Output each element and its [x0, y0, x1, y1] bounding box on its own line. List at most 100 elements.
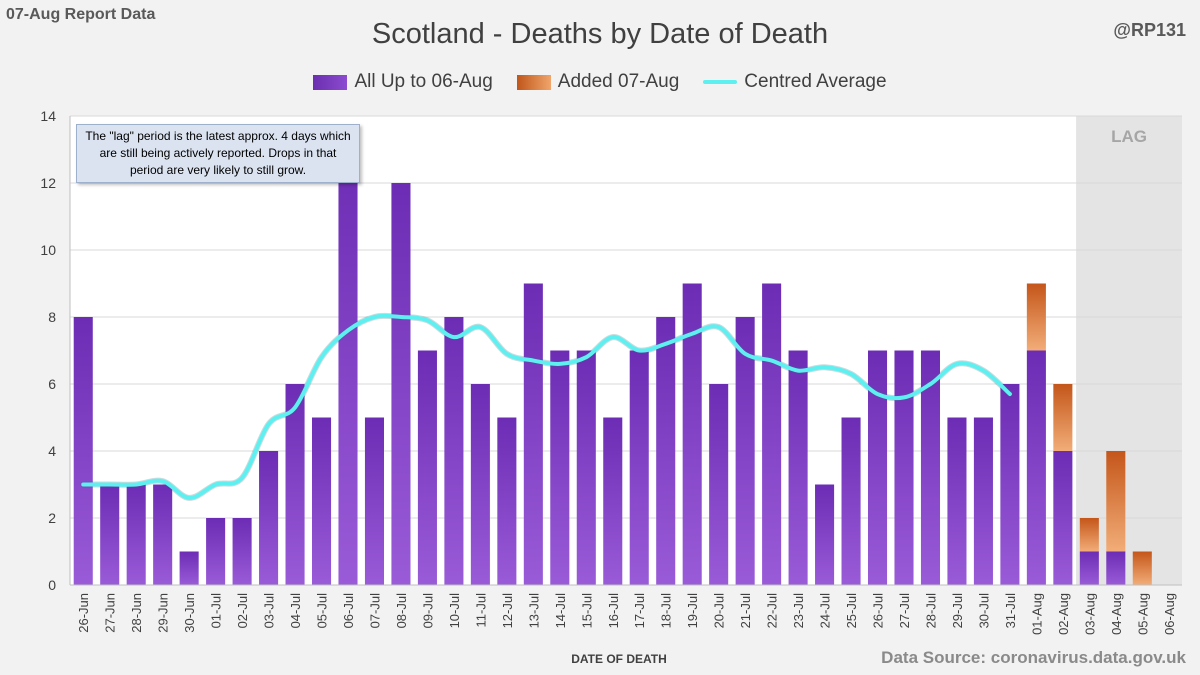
- y-tick-label: 4: [48, 443, 56, 459]
- bar-added: [1106, 451, 1126, 552]
- x-tick-label: 22-Jul: [765, 593, 780, 629]
- x-tick-label: 11-Jul: [473, 593, 488, 628]
- legend-swatch-added: [516, 74, 551, 90]
- bar-base: [656, 317, 676, 585]
- x-tick-label: 05-Jul: [315, 593, 330, 629]
- bar-base: [126, 484, 146, 585]
- bar-base: [391, 183, 411, 585]
- x-tick-label: 20-Jul: [712, 593, 727, 629]
- bar-base: [815, 484, 835, 585]
- legend-label-average: Centred Average: [744, 71, 887, 92]
- x-tick-label: 28-Jul: [923, 593, 938, 629]
- bar-base: [920, 350, 941, 585]
- bar-base: [894, 350, 914, 585]
- x-tick-label: 16-Jul: [606, 593, 621, 629]
- x-tick-label: 28-Jun: [129, 593, 144, 633]
- bar-base: [1000, 384, 1020, 585]
- legend-label-base: All Up to 06-Aug: [354, 71, 493, 92]
- y-tick-label: 6: [48, 376, 56, 392]
- bar-base: [73, 317, 93, 585]
- lag-label: LAG: [1111, 127, 1147, 146]
- bar-base: [867, 350, 888, 585]
- legend-item-base: All Up to 06-Aug: [313, 71, 493, 93]
- legend-label-added: Added 07-Aug: [557, 71, 680, 92]
- x-tick-label: 01-Aug: [1029, 593, 1044, 635]
- bar-base: [179, 551, 199, 585]
- legend-swatch-average: [703, 80, 738, 84]
- x-tick-label: 18-Jul: [659, 593, 674, 629]
- bar-added: [1132, 551, 1152, 585]
- x-tick-label: 26-Jul: [871, 593, 886, 629]
- bar-base: [470, 384, 490, 585]
- x-tick-label: 26-Jun: [76, 593, 91, 633]
- bar-base: [259, 451, 279, 585]
- bar-base: [153, 484, 173, 585]
- bar-base: [338, 149, 358, 585]
- y-tick-label: 12: [40, 175, 56, 191]
- x-tick-label: 24-Jul: [818, 593, 833, 629]
- bar-base: [444, 317, 464, 585]
- bar-base: [1053, 451, 1073, 585]
- x-tick-label: 30-Jul: [976, 593, 991, 629]
- x-tick-label: 14-Jul: [553, 593, 568, 629]
- bar-base: [841, 417, 861, 585]
- x-tick-label: 06-Aug: [1162, 593, 1177, 635]
- x-tick-label: 10-Jul: [447, 593, 462, 629]
- bar-base: [311, 417, 332, 585]
- x-tick-label: 15-Jul: [579, 593, 594, 629]
- x-tick-label: 05-Aug: [1135, 593, 1150, 635]
- bar-base: [1106, 551, 1126, 585]
- chart-title: Scotland - Deaths by Date of Death: [371, 18, 829, 50]
- x-tick-label: 29-Jul: [950, 593, 965, 629]
- bar-base: [497, 417, 517, 585]
- bar-base: [762, 283, 782, 585]
- bar-base: [232, 518, 252, 585]
- bar-base: [603, 417, 623, 585]
- data-source: Data Source: coronavirus.data.gov.uk: [881, 648, 1186, 667]
- bar-base: [709, 384, 729, 585]
- lag-region: [1076, 116, 1182, 585]
- x-tick-label: 03-Jul: [262, 593, 277, 629]
- legend-item-average: Centred Average: [703, 71, 887, 93]
- bar-base: [100, 484, 120, 585]
- bar-base: [576, 350, 596, 585]
- x-tick-label: 07-Jul: [367, 593, 382, 629]
- x-tick-label: 13-Jul: [526, 593, 541, 629]
- bar-base: [682, 283, 702, 585]
- bar-base: [629, 350, 649, 585]
- x-tick-label: 17-Jul: [632, 593, 647, 629]
- x-tick-label: 02-Aug: [1056, 593, 1071, 635]
- y-tick-label: 0: [48, 577, 56, 593]
- x-tick-label: 04-Aug: [1109, 593, 1124, 635]
- bar-added: [1026, 283, 1046, 351]
- bar-added: [1079, 518, 1099, 552]
- bar-base: [206, 518, 226, 585]
- chart-legend: All Up to 06-Aug Added 07-Aug Centred Av…: [0, 71, 1200, 93]
- x-tick-label: 23-Jul: [791, 593, 806, 629]
- x-tick-label: 08-Jul: [394, 593, 409, 629]
- bar-base: [1026, 350, 1046, 585]
- legend-item-added: Added 07-Aug: [516, 71, 680, 93]
- y-tick-label: 2: [48, 510, 56, 526]
- bar-base: [973, 417, 993, 585]
- average-line: [81, 313, 1012, 500]
- bar-base: [788, 350, 808, 585]
- bar-base: [947, 417, 967, 585]
- y-tick-label: 14: [40, 108, 56, 124]
- report-date-label: 07-Aug Report Data: [6, 6, 156, 23]
- x-tick-label: 12-Jul: [500, 593, 515, 629]
- bar-base: [523, 283, 543, 585]
- x-tick-label: 27-Jun: [103, 593, 118, 633]
- y-tick-label: 10: [40, 242, 56, 258]
- lag-note-box: The "lag" period is the latest approx. 4…: [76, 124, 360, 183]
- legend-swatch-base: [313, 74, 348, 90]
- plot-area: [70, 116, 1182, 585]
- x-tick-label: 31-Jul: [1003, 593, 1018, 629]
- x-tick-label: 03-Aug: [1082, 593, 1097, 635]
- x-tick-label: 06-Jul: [341, 593, 356, 629]
- x-tick-label: 30-Jun: [182, 593, 197, 633]
- x-tick-label: 19-Jul: [685, 593, 700, 629]
- x-tick-label: 09-Jul: [420, 593, 435, 629]
